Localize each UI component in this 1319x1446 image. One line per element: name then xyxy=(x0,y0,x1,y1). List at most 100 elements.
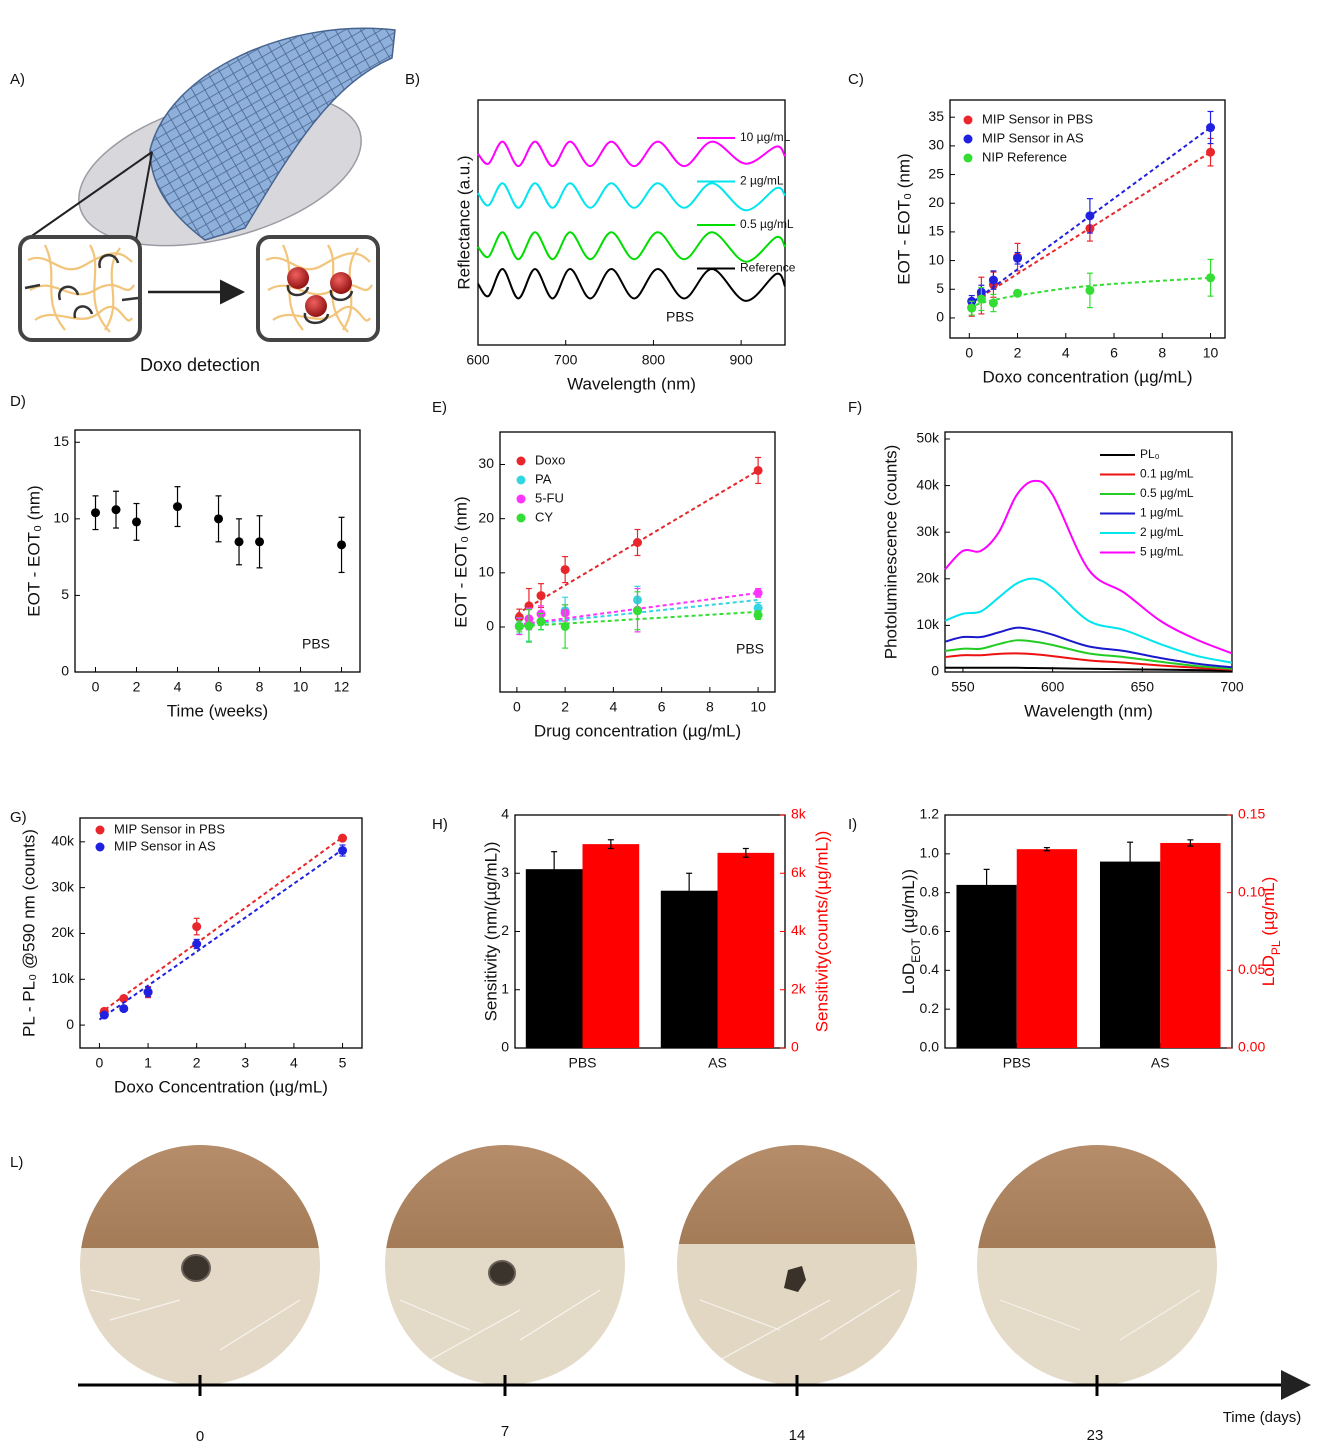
legend-label: MIP Sensor in PBS xyxy=(114,821,225,836)
x-tick-label: 800 xyxy=(642,352,666,368)
data-point xyxy=(988,298,998,308)
x-tick-label: 2 xyxy=(193,1055,201,1071)
chart-panel: H) 0 1 2 3 4 0 2k 4k 6k 8k Sensitivity (nm/(µg/mL))… xyxy=(432,806,831,1071)
y-tick-label: 0 xyxy=(501,1039,509,1055)
timeline-label: 7 xyxy=(501,1423,509,1440)
x-tick-label: 1 xyxy=(144,1055,152,1071)
legend-swatch xyxy=(963,115,973,125)
legend-label: NIP Reference xyxy=(982,149,1067,164)
x-tick-label: 600 xyxy=(1041,679,1065,695)
chart-panel: D) 0 2 4 6 8 10 12 0 5 10 15 Time (weeks) EOT - EOT₀ … xyxy=(10,393,361,720)
bar xyxy=(717,852,775,1048)
chart-panel: I) 0.0 0.2 0.4 0.6 0.8 1.0 1.2 0.00 0.05 0.10 0.15 L… xyxy=(848,806,1283,1071)
photo xyxy=(677,1145,917,1385)
axis-label: LoDEOT (µg/mL)) xyxy=(899,869,923,994)
x-tick-label: 600 xyxy=(466,352,490,368)
y-tick-label: 0 xyxy=(66,1016,74,1032)
axis-label-part: PL xyxy=(1269,940,1283,955)
legend-swatch xyxy=(963,153,973,163)
legend-swatch xyxy=(516,513,526,523)
y2-tick-label: 0.15 xyxy=(1238,806,1265,822)
legend-label: MIP Sensor in AS xyxy=(114,838,216,853)
data-point xyxy=(633,538,642,547)
axis-label: Drug concentration (µg/mL) xyxy=(534,721,741,740)
bar xyxy=(956,884,1017,1048)
y2-tick-label: 8k xyxy=(791,806,807,822)
chart-panel: E) 0 2 4 6 8 10 0 10 20 30 Drug concentration (µg/m… xyxy=(432,399,776,740)
data-point xyxy=(976,294,986,304)
bar xyxy=(1099,861,1161,1048)
x-tick-label: 550 xyxy=(951,679,975,695)
panel-label: H) xyxy=(432,816,448,833)
series-line xyxy=(477,231,786,263)
series-line xyxy=(944,479,1233,655)
x-tick-label: 4 xyxy=(290,1055,298,1071)
axis-label-part: LoD xyxy=(1259,955,1278,986)
x-tick-label: 5 xyxy=(339,1055,347,1071)
fit-line xyxy=(98,836,344,1015)
y-tick-label: 2 xyxy=(501,922,509,938)
data-point xyxy=(91,508,101,518)
error-bar xyxy=(742,847,749,858)
y-tick-label: 30k xyxy=(51,878,75,894)
axis-label-part: (µg/mL) xyxy=(1259,877,1278,941)
data-point xyxy=(119,1004,129,1014)
data-point xyxy=(1206,147,1216,157)
data-point xyxy=(524,621,534,631)
bar xyxy=(525,869,583,1048)
axis-label: EOT - EOT₀ (nm) xyxy=(451,496,470,627)
axis-label: PL - PL₀ @590 nm (counts) xyxy=(19,829,38,1037)
legend-label: MIP Sensor in AS xyxy=(982,130,1084,145)
legend-swatch xyxy=(95,825,105,835)
zoom-lines xyxy=(25,151,153,241)
y-tick-label: 5 xyxy=(936,280,944,296)
y-tick-label: 1.2 xyxy=(920,806,940,822)
x-tick-label: 2 xyxy=(1014,345,1022,361)
data-point xyxy=(988,275,998,285)
data-point xyxy=(173,502,183,512)
series-line xyxy=(944,652,1233,671)
data-point xyxy=(192,922,202,932)
axis-label: Time (weeks) xyxy=(167,701,268,720)
x-tick-label: 650 xyxy=(1131,679,1155,695)
y2-tick-label: 4k xyxy=(791,922,807,938)
y2-tick-label: 0 xyxy=(791,1039,799,1055)
polymer-chains xyxy=(27,244,135,333)
timeline-axis-label: Time (days) xyxy=(1223,1409,1302,1426)
data-point xyxy=(337,540,347,550)
data-point xyxy=(234,537,244,547)
legend-swatch xyxy=(516,475,526,485)
legend-label: 0.5 µg/mL xyxy=(1140,486,1194,500)
chart-panel: C) 0 2 4 6 8 10 0 5 10 15 20 25 30 35 Doxo concentratio… xyxy=(848,71,1226,386)
y-tick-label: 40k xyxy=(916,476,940,492)
x-tick-label: 0 xyxy=(96,1055,104,1071)
fit-line xyxy=(98,848,344,1021)
y-tick-label: 30 xyxy=(928,137,944,153)
chart-panel: F) 550 600 650 700 0 10k 20k 30k 40k 50k Wavelength… xyxy=(848,399,1244,721)
y2-tick-label: 0.05 xyxy=(1238,961,1265,977)
x-tick-label: 6 xyxy=(215,679,223,695)
panel-label: G) xyxy=(10,809,27,826)
legend-label: 0.5 µg/mL xyxy=(740,217,794,231)
binding-sites xyxy=(286,284,354,325)
plot-frame xyxy=(944,431,1233,673)
y-tick-label: 1 xyxy=(501,980,509,996)
legend-swatch xyxy=(516,494,526,504)
panel-l: L) 0 7 14 23 Time (days) xyxy=(10,1145,1311,1445)
data-point xyxy=(255,537,265,547)
x-tick-label: 3 xyxy=(241,1055,249,1071)
axis-label: Wavelength (nm) xyxy=(567,374,696,393)
y-tick-label: 20 xyxy=(928,194,944,210)
bar xyxy=(582,844,640,1048)
y-tick-label: 15 xyxy=(53,433,69,449)
y-tick-label: 10k xyxy=(51,970,75,986)
plot-frame xyxy=(949,99,1226,339)
legend-label: 2 µg/mL xyxy=(740,174,784,188)
axis-label-part: LoD xyxy=(899,963,918,994)
axis-label: Sensitivity (nm/(µg/mL)) xyxy=(481,842,500,1022)
y-tick-label: 20k xyxy=(916,569,940,585)
y-tick-label: 0.0 xyxy=(920,1039,940,1055)
fit-line xyxy=(968,276,1211,309)
x-tick-label: 10 xyxy=(1203,345,1219,361)
y-tick-label: 4 xyxy=(501,806,509,822)
